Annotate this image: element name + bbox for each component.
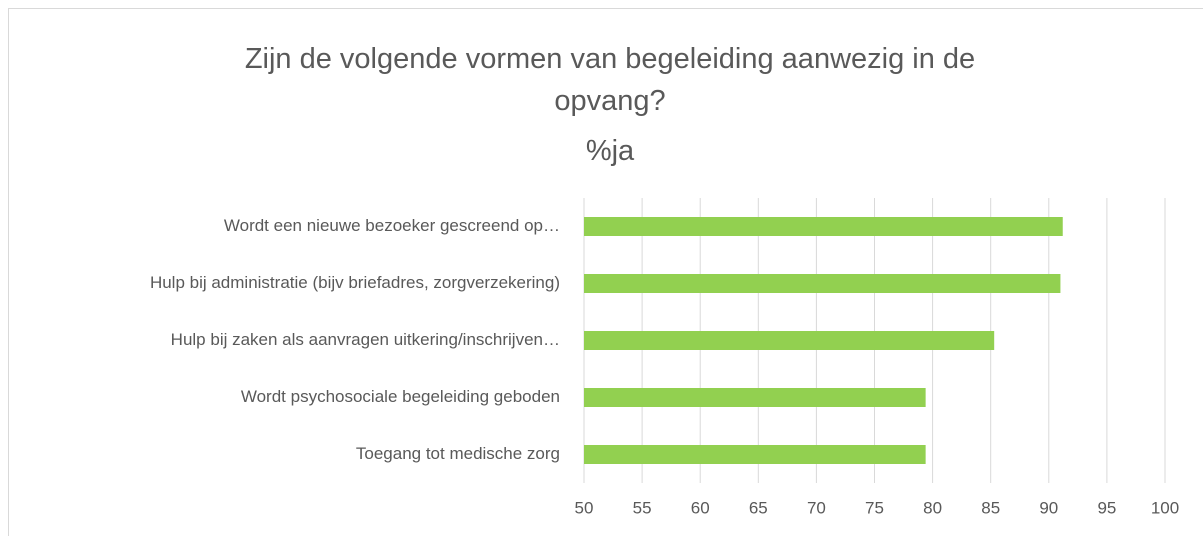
x-tick-label: 100 <box>1151 498 1179 517</box>
x-tick-label: 90 <box>1039 498 1058 517</box>
x-tick-label: 80 <box>923 498 942 517</box>
x-tick-label: 85 <box>981 498 1000 517</box>
y-tick-label: Wordt een nieuwe bezoeker gescreend op… <box>224 216 560 235</box>
x-tick-label: 95 <box>1097 498 1116 517</box>
x-tick-label: 75 <box>865 498 884 517</box>
bar <box>584 274 1061 293</box>
x-tick-label: 55 <box>633 498 652 517</box>
chart-border <box>8 8 1203 536</box>
bar <box>584 217 1063 236</box>
bar <box>584 388 926 407</box>
x-tick-label: 70 <box>807 498 826 517</box>
y-tick-label: Hulp bij administratie (bijv briefadres,… <box>150 273 560 292</box>
y-tick-label: Wordt psychosociale begeleiding geboden <box>241 387 560 406</box>
bar <box>584 445 926 464</box>
x-tick-label: 50 <box>575 498 594 517</box>
chart-title: Zijn de volgende vormen van begeleiding … <box>244 43 976 117</box>
y-tick-label: Hulp bij zaken als aanvragen uitkering/i… <box>171 330 560 349</box>
x-tick-label: 65 <box>749 498 768 517</box>
x-tick-label: 60 <box>691 498 710 517</box>
y-tick-label: Toegang tot medische zorg <box>356 444 560 463</box>
bar <box>584 331 995 350</box>
chart-subtitle: %ja <box>585 135 635 167</box>
